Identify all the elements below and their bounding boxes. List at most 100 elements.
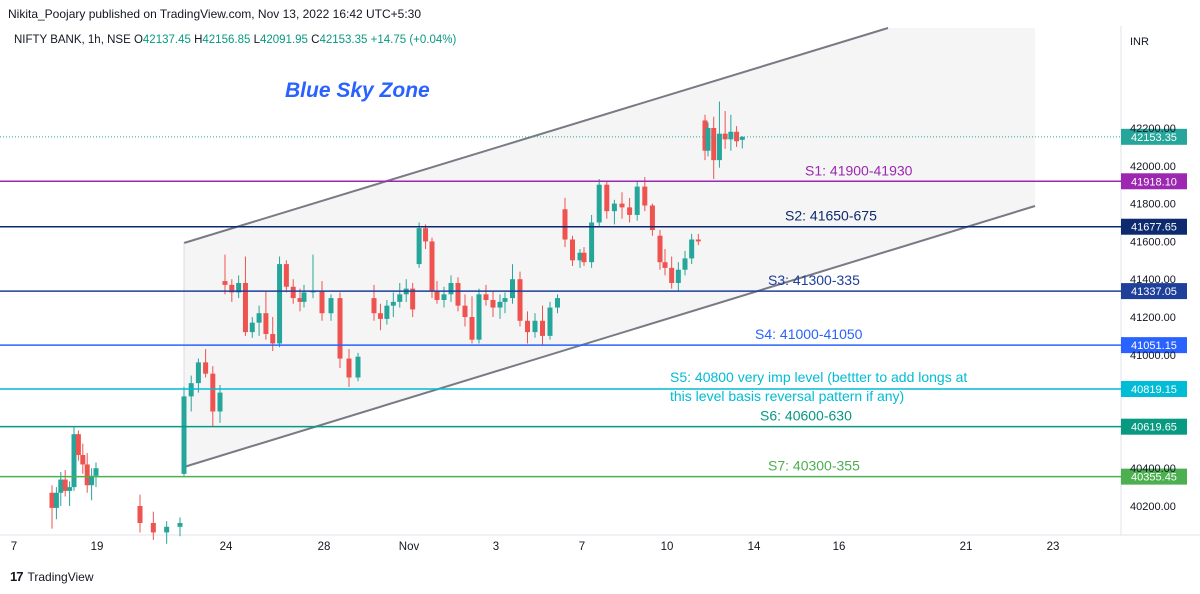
candle-body [702,120,708,151]
blue-sky-zone-annotation: Blue Sky Zone [285,79,430,102]
price-tag-s6 [1121,418,1187,435]
symbol-name[interactable]: NIFTY BANK, 1h, NSE [14,34,131,46]
candle-body [355,356,361,378]
candle-body [434,290,440,300]
channel-lower-line[interactable] [183,205,1036,468]
candle-body [734,131,740,142]
low-value: 42091.95 [259,34,308,46]
support-label-s7: S7: 40300-355 [768,458,860,474]
candle-body [619,203,625,208]
candle-body [203,362,209,374]
candle-body [611,203,617,212]
candle-body [297,298,303,302]
candle-body [669,267,675,283]
candle-body [634,186,640,215]
candle-body [429,241,435,291]
candle-body [377,313,383,319]
candle-body [525,320,530,333]
candle-body [695,239,701,242]
y-tick-label: 41000.00 [1130,350,1176,362]
candle-body [517,279,523,321]
candle-body [604,184,610,212]
candle-body [403,288,409,295]
candle-body [581,252,587,263]
candle-body [53,492,59,508]
support-label-s5: S5: 40800 very imp level (bettter to add… [670,369,967,385]
tradingview-logo[interactable]: 17 TradingView [10,569,94,584]
price-tag-label-s1: 41918.10 [1131,176,1177,188]
candle-body [596,184,602,223]
candle-body [49,492,55,508]
candle-body [229,284,235,293]
x-tick-label: 24 [220,541,233,553]
candle-body [93,468,99,476]
candle-body [181,396,187,474]
tradingview-logo-icon: 17 [10,569,24,584]
candle-body [502,298,508,302]
price-tag-s1 [1121,173,1187,190]
candle-body [476,294,482,340]
y-tick-label: 40200.00 [1130,501,1176,513]
published-credit: Nikita_Poojary published on TradingView.… [8,7,422,21]
candle-body [390,301,396,306]
candle-body [705,128,711,151]
candle-body [657,235,663,263]
candle-body [277,264,283,344]
candle-body [689,239,695,259]
y-tick-label: 40400.00 [1130,463,1176,475]
candle-body [455,282,461,306]
candle-body [256,313,262,323]
candle-body [310,290,316,293]
candle-body [384,305,390,319]
candle-body [589,222,595,263]
price-tag-s3 [1121,283,1187,300]
candle-body [177,523,183,527]
support-label-s2: S2: 41650-675 [785,208,877,224]
candle-body [337,298,343,359]
symbol-legend[interactable]: NIFTY BANK, 1h, NSE O42137.45 H42156.85 … [14,34,456,46]
candle-body [532,320,538,333]
candle-body [722,133,728,140]
candle-body [682,258,688,270]
channel-shading [184,28,1035,467]
candle-body [210,373,216,412]
candle-body [263,313,269,335]
x-tick-label: 10 [661,541,674,553]
support-label-s4: S4: 41000-41050 [755,326,863,342]
candle-body [71,434,77,488]
candle-body [716,133,722,161]
candle-body [711,128,717,161]
candle-body [283,264,289,287]
x-tick-label: 14 [748,541,761,553]
support-label-s6: S6: 40600-630 [760,408,852,424]
last-price-tag [1121,128,1187,145]
candle-body [423,228,429,242]
x-tick-label: Nov [399,541,420,553]
candle-body [728,131,734,140]
candle-body [441,294,447,300]
price-tag-s4 [1121,337,1187,354]
y-tick-label: 41400.00 [1130,274,1176,286]
channel-upper-line[interactable] [183,27,889,244]
candle-body [562,209,568,240]
candle-body [371,298,377,314]
candle-body [89,475,95,486]
candle-body [497,301,503,308]
candle-body [547,307,553,336]
candle-body [217,392,223,412]
candle-body [67,487,73,491]
candle-body [739,136,745,140]
candle-body [510,279,515,299]
close-value: 42153.35 [319,34,368,46]
change-value: +14.75 (+0.04%) [370,34,457,46]
candle-body [236,282,242,293]
candle-body [58,479,64,493]
chart-header: Nikita_Poojary published on TradingView.… [0,0,1200,26]
candle-body [195,362,201,384]
candle-body [328,298,334,314]
candle-body [290,286,296,299]
price-tag-label-s2: 41677.65 [1131,222,1177,234]
open-value: 42137.45 [142,34,191,46]
support-label-s5-line2: this level basis reversal pattern if any… [670,388,904,404]
